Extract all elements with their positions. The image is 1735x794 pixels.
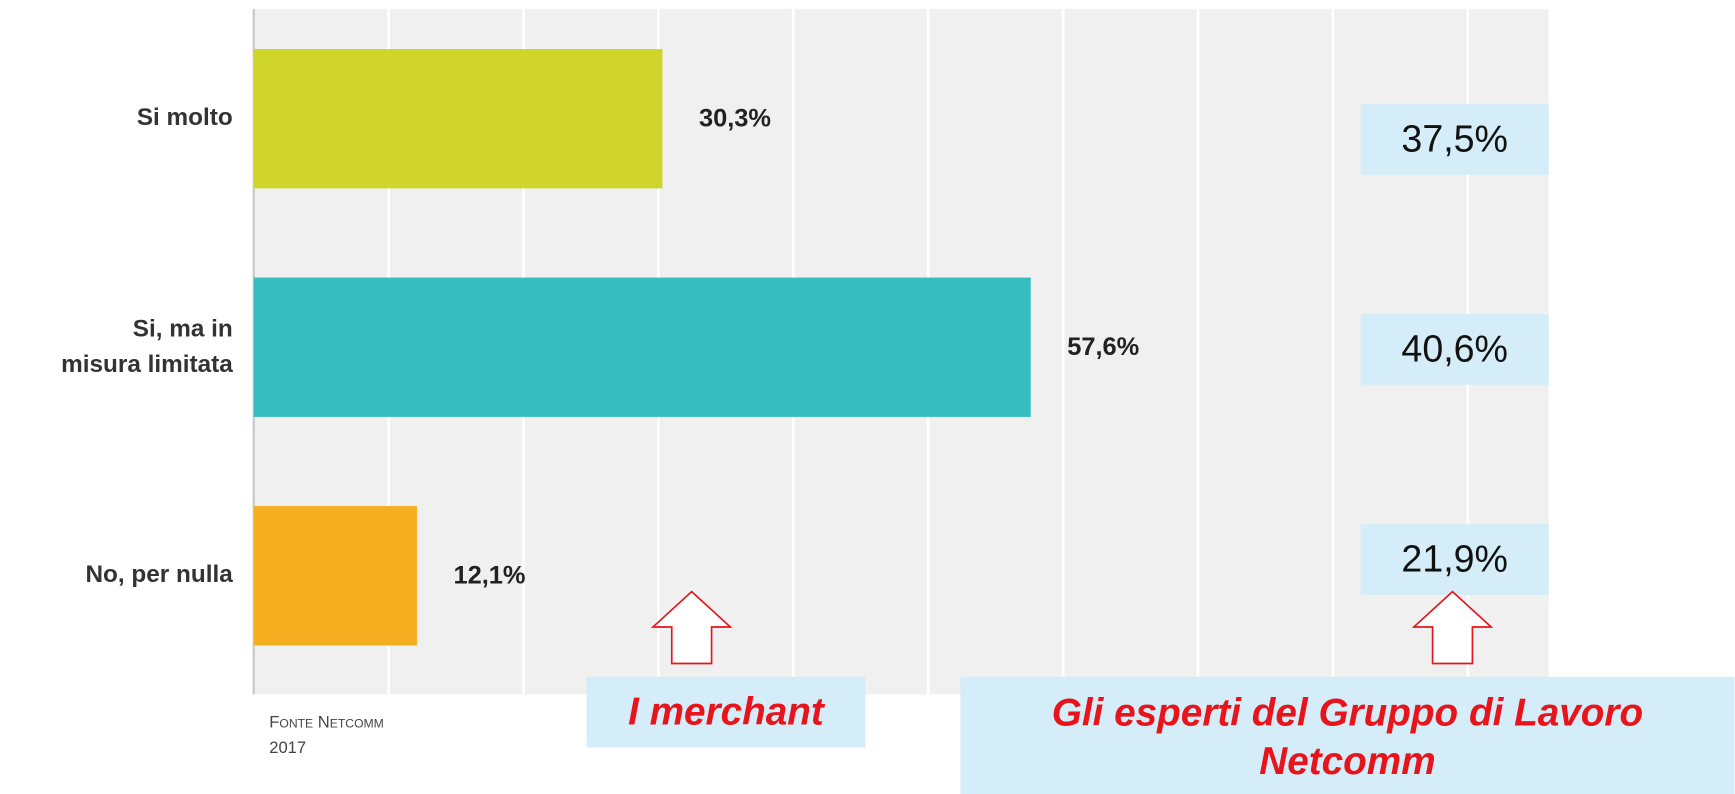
bar bbox=[253, 506, 417, 646]
annotation-container: Gli esperti del Gruppo di Lavoro Netcomm bbox=[1051, 691, 1644, 783]
bar bbox=[253, 49, 663, 189]
expert-value-label: 40,6% bbox=[1401, 328, 1508, 370]
y-tick-label: Si, ma in misura limitata bbox=[61, 316, 233, 378]
expert-box bbox=[1360, 524, 1549, 595]
arrow bbox=[1411, 590, 1494, 665]
y-tick-label: No, per nulla bbox=[85, 561, 233, 588]
expert-value-label: 37,5% bbox=[1401, 117, 1508, 159]
expert-box bbox=[1360, 314, 1549, 385]
arrow bbox=[650, 590, 733, 665]
value-label: 30,3% bbox=[699, 105, 771, 133]
expert-box bbox=[1360, 103, 1549, 175]
annotation: I merchant bbox=[628, 690, 824, 734]
annotation: Gli esperti del Gruppo di Lavoro Netcomm bbox=[1051, 691, 1644, 783]
value-label: 57,6% bbox=[1067, 333, 1139, 361]
source-container: Fonte Netcomm 2017 bbox=[269, 713, 384, 758]
annotation-box bbox=[586, 676, 866, 748]
expert-value-label: 21,9% bbox=[1401, 538, 1508, 580]
y-tick-label: Si molto bbox=[137, 104, 233, 131]
annotation-box bbox=[960, 676, 1735, 794]
value-label: 12,1% bbox=[453, 562, 525, 590]
annotation-container: I merchant bbox=[628, 690, 824, 734]
bar bbox=[253, 277, 1031, 417]
source: Fonte Netcomm 2017 bbox=[269, 713, 384, 758]
